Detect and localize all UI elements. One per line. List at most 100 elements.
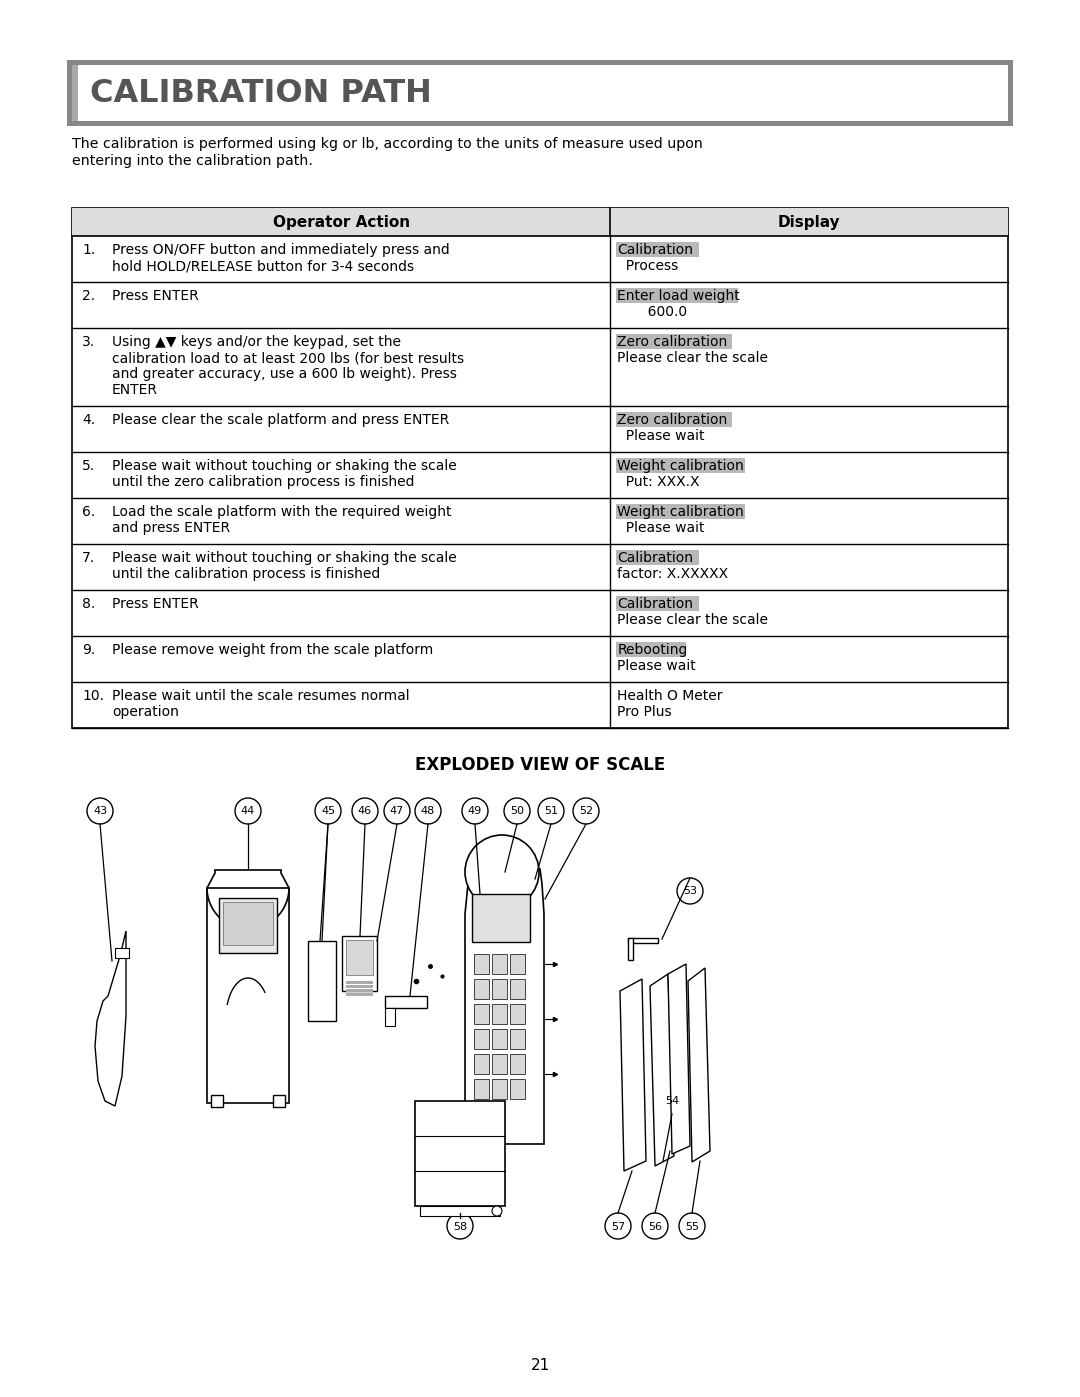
Text: Please remove weight from the scale platform: Please remove weight from the scale plat… [112,643,433,657]
Text: Zero calibration: Zero calibration [617,414,728,427]
Bar [72,208,1008,728]
Circle shape [659,1088,685,1113]
Text: EXPLODED VIEW OF SCALE: EXPLODED VIEW OF SCALE [415,756,665,774]
Bar [474,1004,489,1024]
Text: until the zero calibration process is finished: until the zero calibration process is fi… [112,475,415,489]
Text: 4.: 4. [82,414,95,427]
Bar [492,979,507,999]
Text: Enter load weight: Enter load weight [617,289,740,303]
Text: 2.: 2. [82,289,95,303]
Text: hold HOLD/RELEASE button for 3-4 seconds: hold HOLD/RELEASE button for 3-4 seconds [112,258,414,272]
Bar [510,954,525,974]
Circle shape [447,1213,473,1239]
Bar [474,1030,489,1049]
Text: 58: 58 [453,1221,467,1232]
Bar [308,942,336,1021]
Bar [384,996,427,1009]
Text: 50: 50 [510,806,524,816]
Bar [617,643,686,657]
Text: 53: 53 [683,887,697,897]
Circle shape [235,798,261,824]
Bar [346,993,373,996]
Bar [219,898,276,953]
Text: 43: 43 [93,806,107,816]
Circle shape [462,798,488,824]
Circle shape [538,798,564,824]
Text: Calibration: Calibration [617,550,693,564]
Text: Operator Action: Operator Action [272,215,409,229]
Text: Calibration: Calibration [617,597,693,610]
Text: Weight calibration: Weight calibration [617,504,744,520]
Text: Please wait: Please wait [617,429,704,443]
Text: 54: 54 [665,1097,679,1106]
Bar [472,894,530,942]
Bar [346,940,373,975]
Text: 3.: 3. [82,335,95,349]
Bar [617,242,699,257]
Text: calibration load to at least 200 lbs (for best results: calibration load to at least 200 lbs (fo… [112,351,464,365]
Circle shape [642,1213,669,1239]
Bar [420,1206,500,1215]
Text: 6.: 6. [82,504,95,520]
Bar [273,1095,285,1106]
Text: and press ENTER: and press ENTER [112,521,230,535]
Bar [627,937,633,960]
Circle shape [679,1213,705,1239]
Circle shape [315,798,341,824]
Wedge shape [207,888,289,929]
Text: 10.: 10. [82,689,104,703]
Bar [627,937,658,943]
Text: 56: 56 [648,1221,662,1232]
Text: factor: X.XXXXX: factor: X.XXXXX [617,567,728,581]
Text: 7.: 7. [82,550,95,564]
Bar [342,936,377,990]
Bar [474,979,489,999]
Text: Zero calibration: Zero calibration [617,335,728,349]
Text: 45: 45 [321,806,335,816]
Bar [510,979,525,999]
Bar [617,288,739,303]
Bar [384,1009,395,1025]
Circle shape [492,1206,502,1215]
Text: Please wait until the scale resumes normal: Please wait until the scale resumes norm… [112,689,409,703]
Text: 21: 21 [530,1358,550,1372]
Bar [415,1101,505,1206]
Text: operation: operation [112,705,179,719]
Text: 51: 51 [544,806,558,816]
Text: until the calibration process is finished: until the calibration process is finishe… [112,567,380,581]
Text: Please clear the scale: Please clear the scale [617,613,768,627]
Text: 46: 46 [357,806,373,816]
Polygon shape [620,979,646,1171]
Bar [346,985,373,988]
Text: 55: 55 [685,1221,699,1232]
Bar [617,550,699,564]
Text: Pro Plus: Pro Plus [617,705,672,719]
Text: Process: Process [617,258,678,272]
Text: Health O Meter: Health O Meter [617,689,723,703]
Polygon shape [465,869,544,1144]
Bar [222,902,273,944]
Text: Weight calibration: Weight calibration [617,460,744,474]
Text: 52: 52 [579,806,593,816]
Bar [67,60,1013,126]
Bar [510,1078,525,1099]
Text: 44: 44 [241,806,255,816]
Text: Load the scale platform with the required weight: Load the scale platform with the require… [112,504,451,520]
Circle shape [87,798,113,824]
Text: ENTER: ENTER [112,383,158,397]
Circle shape [352,798,378,824]
Text: The calibration is performed using kg or lb, according to the units of measure u: The calibration is performed using kg or… [72,137,703,151]
Circle shape [504,798,530,824]
Text: Press ENTER: Press ENTER [112,289,199,303]
Text: Put: XXX.X: Put: XXX.X [617,475,700,489]
Bar [72,66,1008,122]
Bar [492,1078,507,1099]
Bar [617,412,732,427]
Text: 57: 57 [611,1221,625,1232]
Text: 9.: 9. [82,643,95,657]
Text: 49: 49 [468,806,482,816]
Polygon shape [95,930,126,1106]
Bar [510,1004,525,1024]
Bar [474,954,489,974]
Bar [492,1030,507,1049]
